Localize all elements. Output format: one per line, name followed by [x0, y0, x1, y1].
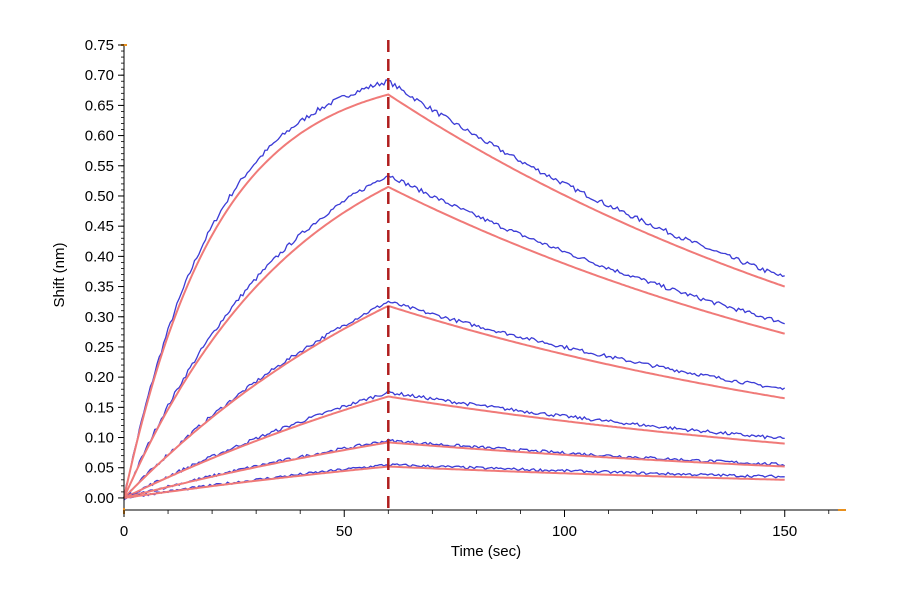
data-series-3 — [123, 300, 786, 500]
y-tick-label: 0.75 — [85, 37, 114, 54]
data-series-1 — [123, 79, 785, 501]
y-tick-label: 0.45 — [85, 218, 114, 235]
y-tick-label: 0.40 — [85, 248, 114, 265]
fit-series-3 — [123, 304, 785, 499]
data-series-4 — [123, 389, 785, 501]
x-ticks: 0 50 100 150 — [120, 510, 830, 540]
y-tick-label: 0.15 — [85, 399, 114, 416]
y-axis-title: Shift (nm) — [51, 242, 68, 307]
y-tick-label: 0.20 — [85, 369, 114, 386]
x-axis-title: Time (sec) — [451, 543, 521, 560]
y-tick-label: 0.55 — [85, 158, 114, 175]
y-tick-label: 0.70 — [85, 67, 114, 84]
y-tick-label: 0.50 — [85, 188, 114, 205]
x-tick-label: 150 — [772, 523, 797, 540]
y-tick-label: 0.30 — [85, 309, 114, 326]
y-tick-label: 0.05 — [85, 460, 114, 477]
y-tick-label: 0.60 — [85, 128, 114, 145]
x-tick-label: 100 — [552, 523, 577, 540]
plot-area — [123, 79, 786, 501]
x-tick-label: 50 — [336, 523, 353, 540]
fit-series-1 — [123, 93, 786, 499]
fit-series-2 — [123, 185, 785, 499]
fit-series-4 — [123, 395, 785, 499]
data-series-2 — [123, 174, 785, 500]
y-tick-label: 0.10 — [85, 430, 114, 447]
y-tick-label: 0.00 — [85, 490, 114, 507]
fit-series-5 — [123, 441, 785, 499]
y-tick-label: 0.35 — [85, 279, 114, 296]
x-tick-label: 0 — [120, 523, 128, 540]
y-tick-label: 0.65 — [85, 97, 114, 114]
data-series-5 — [123, 438, 785, 500]
y-tick-label: 0.25 — [85, 339, 114, 356]
y-ticks: 0.00 0.05 0.10 0.15 0.20 0.25 0.30 0.35 0.40 0.45… — [85, 37, 124, 507]
fit-series-6 — [123, 465, 785, 499]
